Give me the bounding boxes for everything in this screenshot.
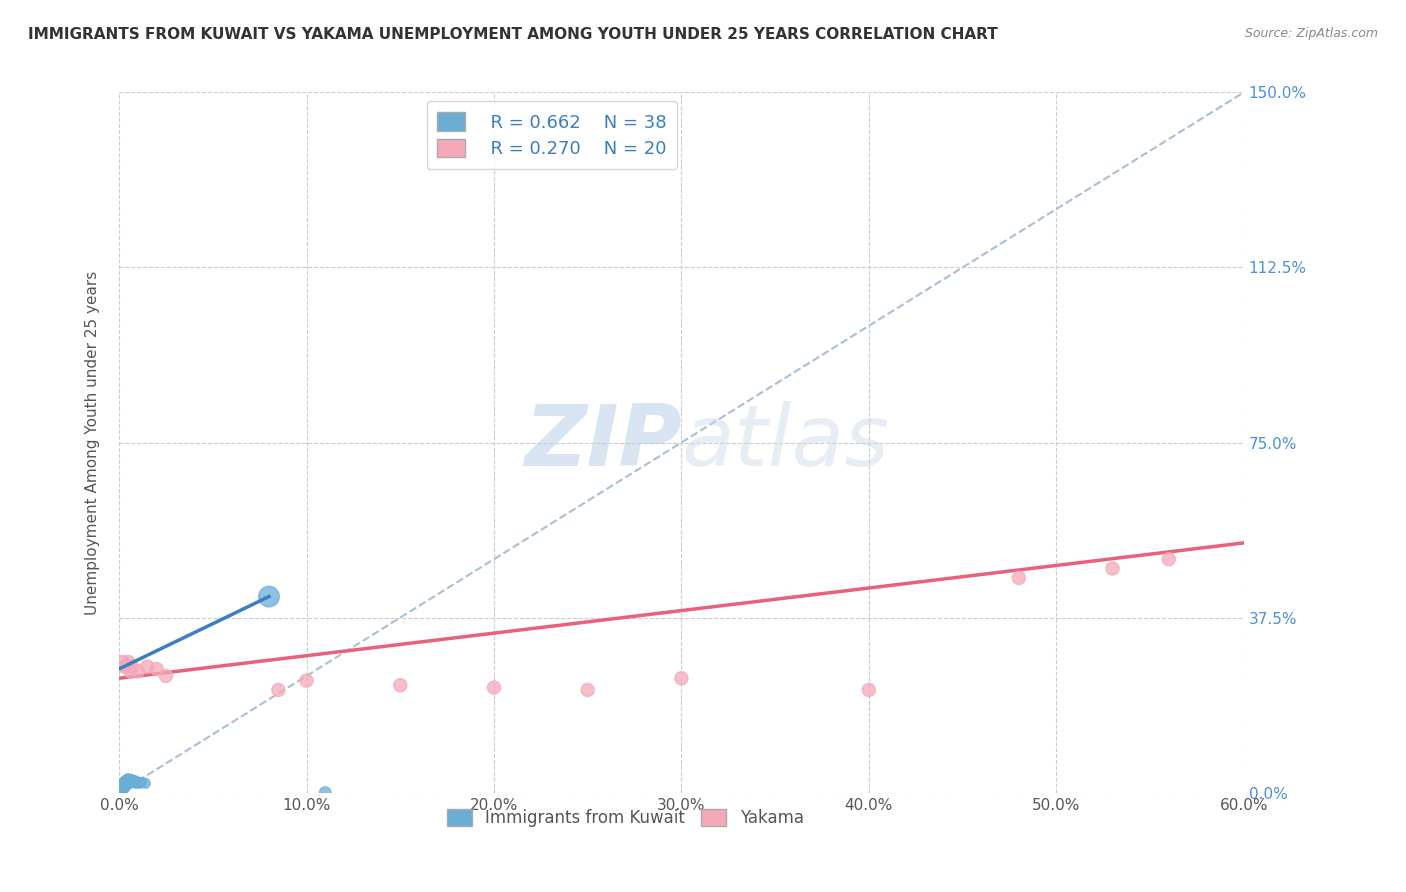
Point	[121, 659, 143, 673]
Point	[295, 673, 318, 688]
Point	[115, 772, 138, 787]
Point	[314, 786, 336, 800]
Point	[114, 780, 136, 795]
Point	[115, 776, 138, 790]
Point	[482, 681, 505, 695]
Point	[122, 775, 145, 789]
Point	[125, 776, 148, 790]
Text: Source: ZipAtlas.com: Source: ZipAtlas.com	[1244, 27, 1378, 40]
Point	[110, 783, 132, 797]
Point	[131, 775, 153, 789]
Point	[120, 776, 142, 790]
Point	[111, 655, 134, 669]
Y-axis label: Unemployment Among Youth under 25 years: Unemployment Among Youth under 25 years	[86, 270, 100, 615]
Point	[115, 779, 138, 793]
Text: IMMIGRANTS FROM KUWAIT VS YAKAMA UNEMPLOYMENT AMONG YOUTH UNDER 25 YEARS CORRELA: IMMIGRANTS FROM KUWAIT VS YAKAMA UNEMPLO…	[28, 27, 998, 42]
Point	[111, 783, 134, 797]
Point	[122, 774, 145, 789]
Point	[111, 780, 134, 795]
Point	[114, 775, 136, 789]
Point	[115, 659, 138, 673]
Point	[111, 777, 134, 791]
Point	[111, 776, 134, 790]
Point	[155, 669, 177, 683]
Point	[111, 779, 134, 793]
Point	[114, 779, 136, 793]
Point	[115, 774, 138, 789]
Point	[120, 774, 142, 789]
Point	[117, 772, 139, 786]
Point	[115, 775, 138, 789]
Point	[117, 774, 139, 789]
Point	[127, 665, 149, 679]
Point	[127, 775, 149, 789]
Text: atlas: atlas	[682, 401, 890, 484]
Text: ZIP: ZIP	[524, 401, 682, 484]
Point	[110, 781, 132, 796]
Point	[1008, 571, 1031, 585]
Point	[117, 776, 139, 790]
Point	[121, 772, 143, 787]
Point	[120, 772, 142, 787]
Point	[1157, 552, 1180, 566]
Point	[576, 682, 599, 697]
Point	[117, 772, 139, 787]
Point	[858, 682, 880, 697]
Point	[136, 659, 159, 673]
Point	[121, 775, 143, 789]
Point	[114, 659, 136, 673]
Point	[114, 774, 136, 789]
Legend: Immigrants from Kuwait, Yakama: Immigrants from Kuwait, Yakama	[440, 802, 810, 833]
Point	[121, 774, 143, 789]
Point	[120, 665, 142, 679]
Point	[1101, 561, 1123, 575]
Point	[125, 774, 148, 789]
Point	[671, 671, 693, 685]
Point	[114, 776, 136, 790]
Point	[134, 776, 156, 790]
Point	[110, 780, 132, 795]
Point	[389, 678, 412, 692]
Point	[257, 590, 280, 604]
Point	[128, 776, 150, 790]
Point	[117, 655, 139, 669]
Point	[267, 682, 290, 697]
Point	[145, 662, 167, 676]
